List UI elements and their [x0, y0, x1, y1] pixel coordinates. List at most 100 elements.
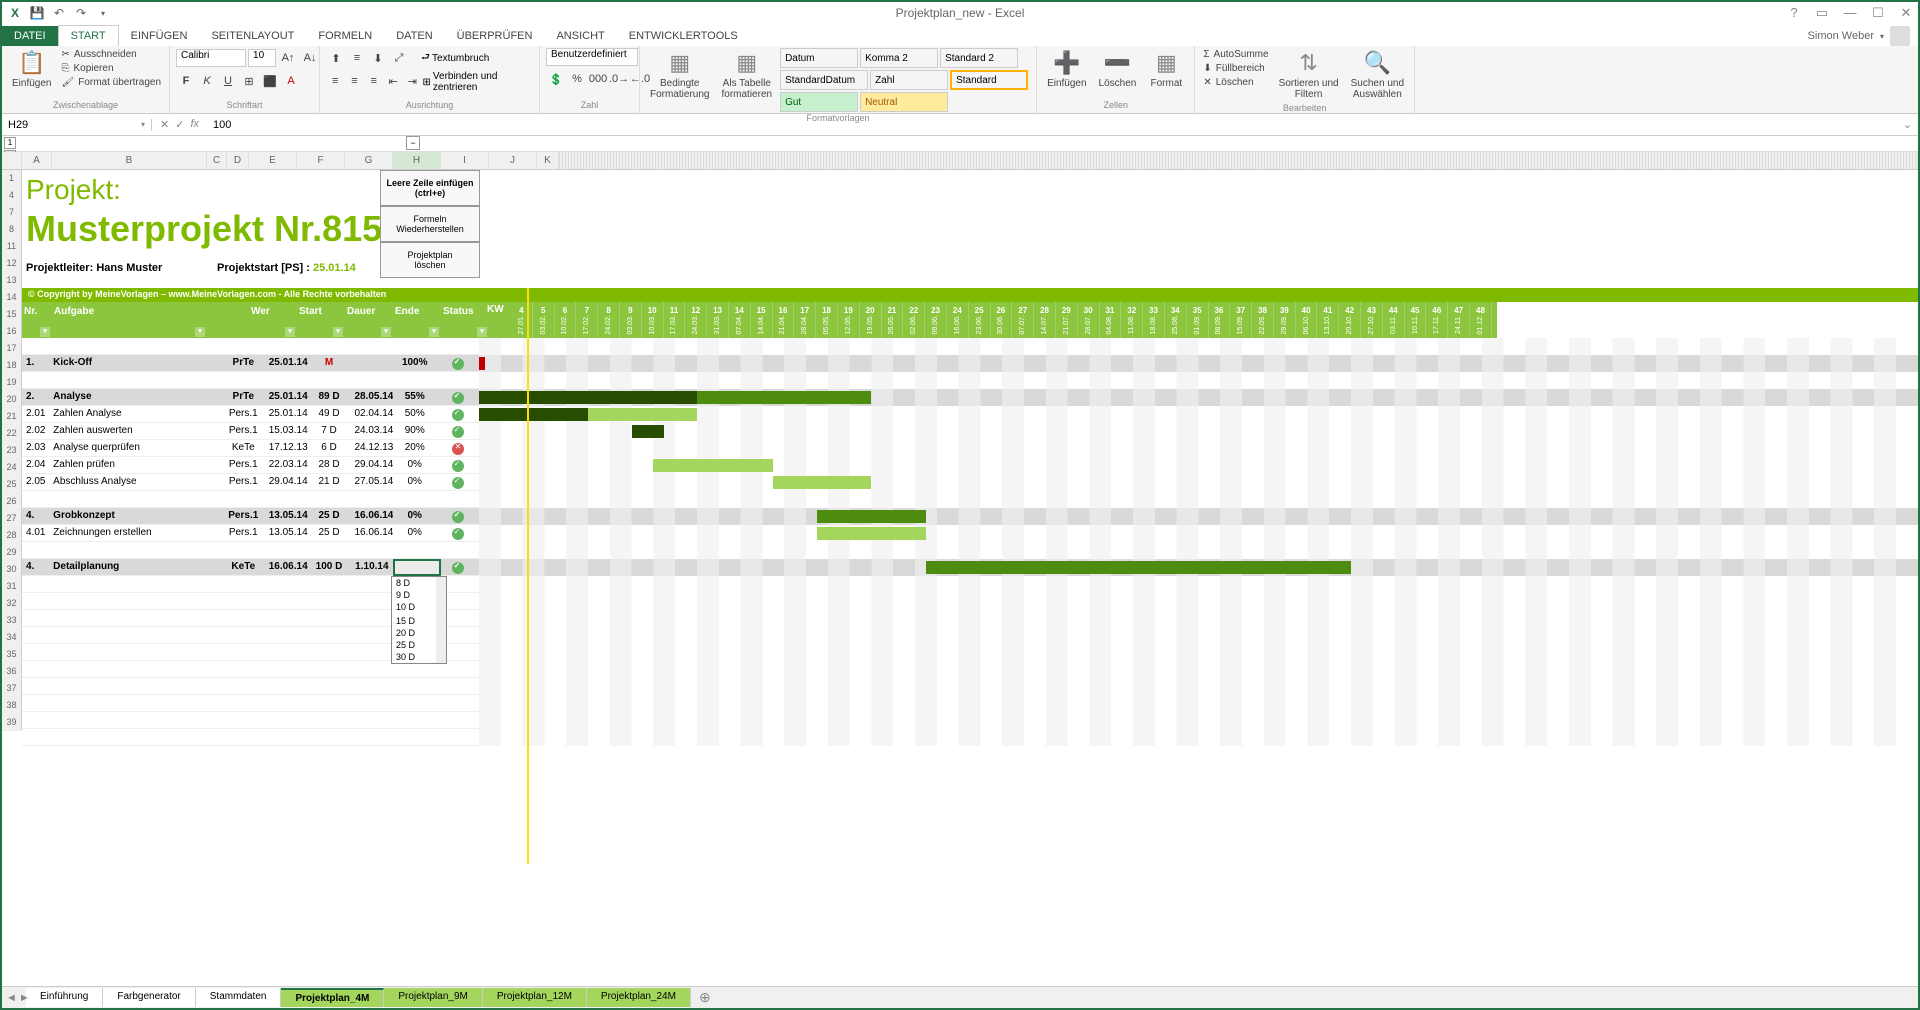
delete-plan-button[interactable]: Projektplan löschen — [380, 242, 480, 278]
header-2[interactable] — [207, 302, 227, 338]
row-header-8[interactable]: 8 — [2, 221, 22, 238]
tab-review[interactable]: ÜBERPRÜFEN — [445, 26, 545, 46]
tab-pagelayout[interactable]: SEITENLAYOUT — [199, 26, 306, 46]
style-std2[interactable]: Standard 2 — [940, 48, 1018, 68]
row-header-12[interactable]: 12 — [2, 255, 22, 272]
underline-button[interactable]: U — [218, 71, 238, 91]
style-standard[interactable]: Standard — [950, 70, 1028, 90]
row-header-35[interactable]: 35 — [2, 646, 22, 663]
autosum-button[interactable]: Σ AutoSumme — [1201, 48, 1270, 61]
row-header-18[interactable]: 18 — [2, 357, 22, 374]
indent-inc-icon[interactable]: ⇥ — [403, 71, 421, 91]
task-row-23[interactable]: 2.04 Zahlen prüfen Pers.1 22.03.14 28 D … — [22, 457, 479, 474]
col-header-K[interactable]: K — [537, 152, 559, 169]
header-7[interactable]: Ende▾ — [393, 302, 441, 338]
help-icon[interactable]: ? — [1784, 5, 1804, 21]
sheet-tab-Stammdaten[interactable]: Stammdaten — [196, 988, 282, 1007]
ribbon-opts-icon[interactable]: ▭ — [1812, 5, 1832, 21]
cut-button[interactable]: ✂Ausschneiden — [59, 48, 163, 61]
font-name-combo[interactable]: Calibri — [176, 49, 246, 67]
sort-button[interactable]: ⇅Sortieren und Filtern — [1275, 48, 1343, 102]
col-header-B[interactable]: B — [52, 152, 207, 169]
qat-more-icon[interactable]: ▾ — [94, 4, 112, 22]
task-row-17[interactable]: 1. Kick-Off PrTe 25.01.14 M 100% — [22, 355, 479, 372]
header-0[interactable]: Nr.▾ — [22, 302, 52, 338]
style-zahl[interactable]: Zahl — [870, 70, 948, 90]
tab-insert[interactable]: EINFÜGEN — [119, 26, 200, 46]
tab-developer[interactable]: ENTWICKLERTOOLS — [617, 26, 750, 46]
maximize-icon[interactable]: ☐ — [1868, 5, 1888, 21]
formatpainter-button[interactable]: 🖌Format übertragen — [59, 76, 163, 89]
clear-button[interactable]: ✕ Löschen — [1201, 76, 1270, 89]
percent-icon[interactable]: % — [567, 69, 587, 89]
collapse-group-icon[interactable]: − — [406, 136, 420, 150]
task-row-16[interactable] — [22, 338, 479, 355]
restore-formulas-button[interactable]: Formeln Wiederherstellen — [380, 206, 480, 242]
bold-button[interactable]: F — [176, 71, 196, 91]
tab-prev-icon[interactable]: ◄ — [6, 992, 17, 1004]
col-header-C[interactable]: C — [207, 152, 227, 169]
dropdown-scrollbar[interactable] — [436, 577, 446, 663]
shrink-font-icon[interactable]: A↓ — [300, 48, 320, 68]
row-header-36[interactable]: 36 — [2, 663, 22, 680]
font-color-icon[interactable]: A — [281, 71, 301, 91]
fill-color-icon[interactable]: ⬛ — [260, 71, 280, 91]
tab-next-icon[interactable]: ► — [19, 992, 30, 1004]
task-row-28[interactable] — [22, 542, 479, 559]
task-row-18[interactable] — [22, 372, 479, 389]
col-header-I[interactable]: I — [441, 152, 489, 169]
italic-button[interactable]: K — [197, 71, 217, 91]
fill-button[interactable]: ⬇ Füllbereich — [1201, 62, 1270, 75]
row-header-27[interactable]: 27 — [2, 510, 22, 527]
sheet-tab-Farbgenerator[interactable]: Farbgenerator — [103, 988, 195, 1007]
align-mid-icon[interactable]: ≡ — [347, 48, 367, 68]
row-header-32[interactable]: 32 — [2, 595, 22, 612]
row-header-1[interactable]: 1 — [2, 170, 22, 187]
style-gallery[interactable]: Datum Komma 2 Standard 2 StandardDatum Z… — [780, 48, 1030, 112]
task-row-21[interactable]: 2.02 Zahlen auswerten Pers.1 15.03.14 7 … — [22, 423, 479, 440]
header-6[interactable]: Dauer▾ — [345, 302, 393, 338]
row-header-28[interactable]: 28 — [2, 527, 22, 544]
user-area[interactable]: Simon Weber ▾ — [1808, 26, 1910, 46]
style-date[interactable]: Datum — [780, 48, 858, 68]
insert-cells-button[interactable]: ➕Einfügen — [1043, 48, 1090, 91]
style-komma2[interactable]: Komma 2 — [860, 48, 938, 68]
row-header-23[interactable]: 23 — [2, 442, 22, 459]
align-center-icon[interactable]: ≡ — [345, 71, 363, 91]
cond-format-button[interactable]: ▦Bedingte Formatierung — [646, 48, 713, 102]
task-row-39[interactable] — [22, 729, 479, 746]
task-row-36[interactable] — [22, 678, 479, 695]
row-header-31[interactable]: 31 — [2, 578, 22, 595]
row-header-26[interactable]: 26 — [2, 493, 22, 510]
thousands-icon[interactable]: 000 — [588, 69, 608, 89]
task-row-19[interactable]: 2. Analyse PrTe 25.01.14 89 D 28.05.14 5… — [22, 389, 479, 406]
row-header-7[interactable]: 7 — [2, 204, 22, 221]
row-header-34[interactable]: 34 — [2, 629, 22, 646]
align-top-icon[interactable]: ⬆ — [326, 48, 346, 68]
duration-dropdown[interactable]: 8 D9 D10 D15 D20 D25 D30 D — [391, 576, 447, 664]
header-8[interactable]: Status▾ — [441, 302, 489, 338]
cancel-fx-icon[interactable]: ✕ — [160, 118, 169, 131]
expand-formula-icon[interactable]: ⌄ — [1897, 118, 1918, 131]
tab-start[interactable]: START — [58, 25, 119, 46]
close-icon[interactable]: ✕ — [1896, 5, 1916, 21]
row-header-14[interactable]: 14 — [2, 289, 22, 306]
col-header-F[interactable]: F — [297, 152, 345, 169]
name-box[interactable]: H29▾ — [2, 119, 152, 131]
row-header-13[interactable]: 13 — [2, 272, 22, 289]
row-header-16[interactable]: 16 — [2, 323, 22, 340]
sheet-tab-Projektplan_9M[interactable]: Projektplan_9M — [384, 988, 482, 1007]
row-header-33[interactable]: 33 — [2, 612, 22, 629]
task-row-24[interactable]: 2.05 Abschluss Analyse Pers.1 29.04.14 2… — [22, 474, 479, 491]
col-header-J[interactable]: J — [489, 152, 537, 169]
merge-button[interactable]: ⊞ Verbinden und zentrieren — [423, 71, 534, 93]
row-header-20[interactable]: 20 — [2, 391, 22, 408]
tab-view[interactable]: ANSICHT — [544, 26, 616, 46]
delete-cells-button[interactable]: ➖Löschen — [1095, 48, 1141, 91]
col-header-H[interactable]: H — [393, 152, 441, 169]
tab-data[interactable]: DATEN — [384, 26, 444, 46]
row-header-25[interactable]: 25 — [2, 476, 22, 493]
borders-icon[interactable]: ⊞ — [239, 71, 259, 91]
sheet-tab-Projektplan_4M[interactable]: Projektplan_4M — [281, 988, 384, 1007]
format-cells-button[interactable]: ▦Format — [1144, 48, 1188, 91]
